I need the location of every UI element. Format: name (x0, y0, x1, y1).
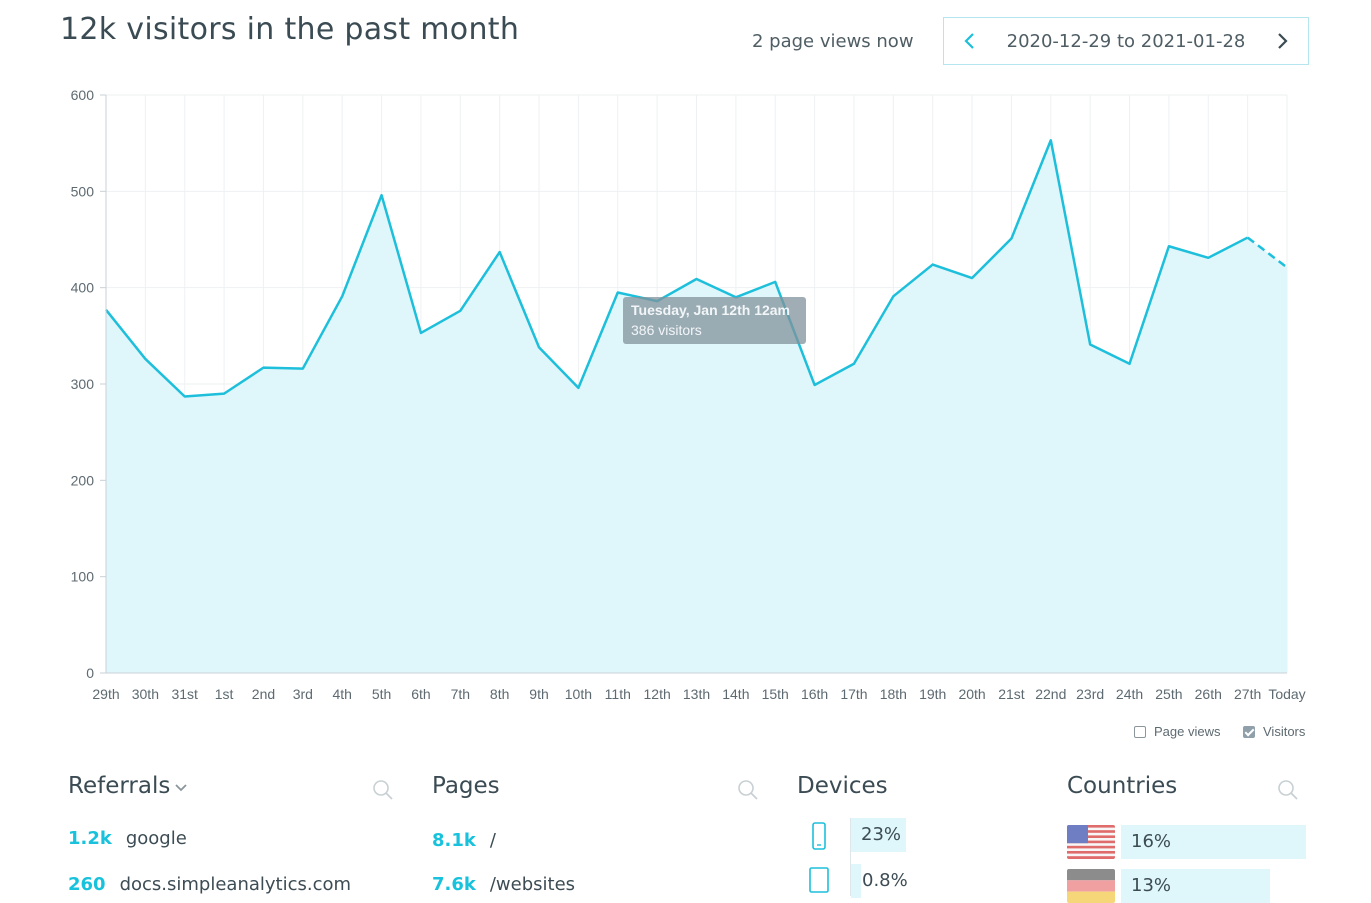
list-item[interactable]: 8.1k / (432, 830, 496, 851)
referral-label[interactable]: google (125, 828, 187, 849)
x-tick-label: 18th (880, 686, 907, 702)
search-icon[interactable] (1277, 779, 1299, 801)
mobile-phone-icon (812, 822, 826, 850)
device-percent-label: 0.8% (862, 870, 908, 891)
x-tick-label: 13th (683, 686, 710, 702)
page-views-checkbox[interactable] (1134, 725, 1146, 738)
visitors-chart[interactable]: 0 100 200 300 400 500 600 29th 30th 31st 1st 2nd 3rd… (0, 80, 1371, 710)
referral-count: 260 (68, 874, 106, 895)
x-tick-label: 8th (490, 686, 509, 702)
date-range-label[interactable]: 2020-12-29 to 2021-01-28 (1006, 30, 1246, 52)
x-tick-label: 26th (1195, 686, 1222, 702)
us-flag-icon (1067, 825, 1115, 859)
country-percent-bar[interactable]: 16% (1121, 825, 1306, 859)
x-tick-label: 2nd (252, 686, 275, 702)
countries-title: Countries (1067, 773, 1178, 799)
device-percent: 23% (861, 824, 902, 845)
live-page-views: 2 page views now (752, 31, 914, 52)
x-tick-label: 11th (605, 686, 631, 702)
x-tick-label: 3rd (293, 686, 313, 702)
legend-visitors[interactable]: Visitors (1243, 724, 1305, 739)
visitors-line (105, 139, 1249, 398)
search-icon[interactable] (372, 779, 394, 801)
x-tick-label: 4th (332, 686, 351, 702)
page-path[interactable]: /websites (489, 874, 576, 895)
legend-visitors-label: Visitors (1263, 724, 1306, 739)
y-tick-label: 300 (71, 376, 95, 392)
page-count: 8.1k (432, 830, 476, 851)
list-item[interactable]: 260 docs.simpleanalytics.com (68, 874, 351, 895)
y-tick-label: 500 (71, 183, 95, 199)
referrals-title[interactable]: Referrals (68, 773, 188, 799)
x-tick-label: 6th (411, 686, 430, 702)
x-tick-label: 17th (840, 686, 867, 702)
list-item[interactable]: 1.2k google (68, 828, 187, 849)
devices-title: Devices (797, 773, 888, 799)
x-tick-label: 31st (171, 686, 198, 702)
date-range-picker: 2020-12-29 to 2021-01-28 (943, 17, 1309, 65)
x-tick-label: 5th (372, 686, 391, 702)
y-tick-label: 100 (71, 569, 95, 585)
referral-count: 1.2k (68, 828, 112, 849)
referrals-title-text: Referrals (68, 773, 171, 799)
page-title: 12k visitors in the past month (60, 12, 520, 47)
y-tick-label: 0 (86, 665, 94, 681)
y-tick-label: 200 (71, 472, 95, 488)
list-item[interactable]: 7.6k/websites (432, 874, 575, 895)
legend-page-views-label: Page views (1154, 724, 1221, 739)
germany-flag-icon (1067, 869, 1115, 903)
tablet-icon (809, 867, 829, 893)
device-percent-bar[interactable] (851, 864, 861, 898)
x-tick-label: Today (1268, 686, 1305, 702)
x-tick-label: 7th (451, 686, 470, 702)
y-tick-label: 400 (71, 280, 95, 296)
chart-axes: 0 100 200 300 400 500 600 29th 30th 31st 1st 2nd 3rd… (71, 87, 1306, 702)
x-tick-label: 1st (215, 686, 234, 702)
x-tick-label: 30th (132, 686, 159, 702)
pages-title: Pages (432, 773, 500, 799)
x-tick-label: 10th (565, 686, 592, 702)
x-tick-label: 16th (801, 686, 828, 702)
tooltip-title: Tuesday, Jan 12th 12am (631, 302, 790, 318)
x-tick-label: 20th (958, 686, 985, 702)
referral-label[interactable]: docs.simpleanalytics.com (119, 874, 352, 895)
chart-tooltip: Tuesday, Jan 12th 12am 386 visitors (623, 297, 806, 344)
x-tick-label: 12th (644, 686, 671, 702)
visitors-line-projection (1246, 236, 1288, 269)
tooltip-value: 386 visitors (631, 322, 702, 338)
x-tick-label: 14th (722, 686, 749, 702)
x-tick-label: 15th (762, 686, 789, 702)
next-period-icon[interactable] (1272, 31, 1292, 51)
x-tick-label: 21st (998, 686, 1025, 702)
country-percent: 13% (1131, 875, 1172, 896)
device-percent-bar[interactable]: 23% (851, 818, 906, 852)
previous-period-icon[interactable] (960, 31, 980, 51)
search-icon[interactable] (737, 779, 759, 801)
x-tick-label: 23rd (1076, 686, 1104, 702)
x-tick-label: 19th (919, 686, 946, 702)
device-percent: 0.8% (862, 870, 908, 891)
page-count: 7.6k (432, 874, 476, 895)
x-tick-label: 27th (1234, 686, 1261, 702)
x-tick-label: 29th (92, 686, 119, 702)
country-percent-bar[interactable]: 13% (1121, 869, 1270, 903)
visitors-checkbox[interactable] (1243, 725, 1255, 738)
y-tick-label: 600 (71, 87, 95, 103)
visitors-area (106, 140, 1287, 673)
x-tick-label: 24th (1116, 686, 1143, 702)
chevron-down-icon[interactable] (174, 780, 188, 794)
country-percent: 16% (1131, 831, 1172, 852)
legend-page-views[interactable]: Page views (1134, 724, 1220, 739)
devices-divider (850, 818, 851, 896)
page-path[interactable]: / (489, 830, 496, 851)
x-tick-label: 9th (529, 686, 548, 702)
x-tick-label: 25th (1155, 686, 1182, 702)
x-tick-label: 22nd (1035, 686, 1066, 702)
